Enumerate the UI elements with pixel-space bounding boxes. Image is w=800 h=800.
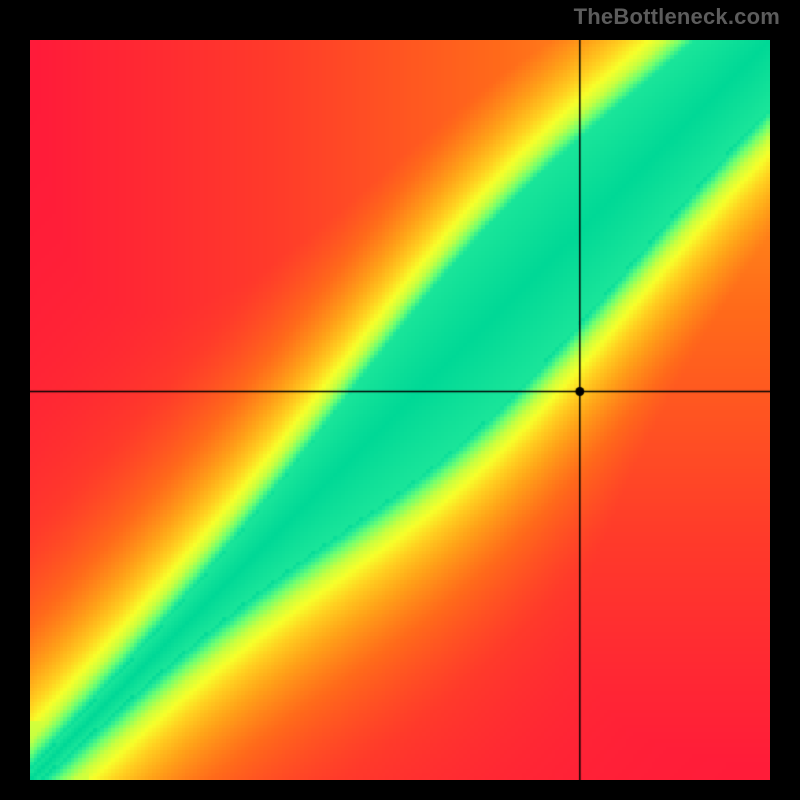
chart-container: TheBottleneck.com — [0, 0, 800, 800]
attribution-label: TheBottleneck.com — [574, 4, 780, 30]
bottleneck-heatmap — [30, 40, 770, 780]
